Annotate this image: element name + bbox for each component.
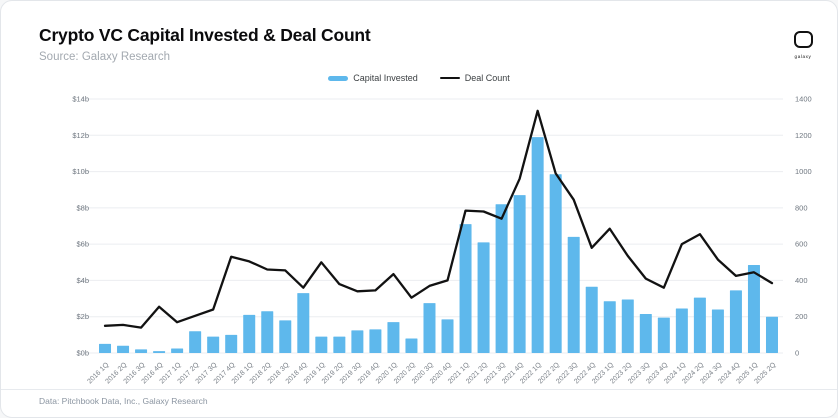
chart-source-subtitle: Source: Galaxy Research xyxy=(39,51,171,63)
footer-attribution: Data: Pitchbook Data, Inc., Galaxy Resea… xyxy=(39,396,208,406)
bar-capital-invested xyxy=(531,137,544,353)
legend-item-deal-count: Deal Count xyxy=(439,73,510,83)
bar-capital-invested xyxy=(135,349,148,353)
bar-capital-invested xyxy=(423,303,436,353)
bar-capital-invested xyxy=(747,265,760,353)
bar-capital-invested xyxy=(513,195,526,353)
y-axis-tick-left: $8b xyxy=(76,203,89,212)
y-axis-tick-right: 1400 xyxy=(795,95,812,104)
bar-capital-invested xyxy=(171,348,184,353)
bar-capital-invested xyxy=(585,286,598,353)
y-axis-tick-left: $12b xyxy=(72,131,89,140)
bar-capital-invested xyxy=(477,242,490,353)
y-axis-tick-left: $6b xyxy=(76,240,89,249)
bar-capital-invested xyxy=(189,331,202,353)
legend-item-capital-invested: Capital Invested xyxy=(328,73,418,83)
legend-label: Deal Count xyxy=(464,73,510,83)
y-axis-tick-right: 800 xyxy=(795,203,808,212)
bar-capital-invested xyxy=(639,313,652,353)
deal-count-swatch-icon xyxy=(439,76,460,80)
bar-capital-invested xyxy=(153,351,166,353)
bar-capital-invested xyxy=(261,311,274,353)
bar-capital-invested xyxy=(387,322,400,353)
bar-capital-invested xyxy=(333,336,346,353)
bar-capital-invested xyxy=(441,319,454,353)
bar-capital-invested xyxy=(675,308,688,353)
chart-legend: Capital Invested Deal Count xyxy=(1,73,837,83)
y-axis-tick-left: $4b xyxy=(76,276,89,285)
bar-capital-invested xyxy=(567,236,580,353)
y-axis-tick-right: 1000 xyxy=(795,167,812,176)
bar-capital-invested xyxy=(729,290,742,353)
y-axis-tick-left: $10b xyxy=(72,167,89,176)
y-axis-tick-right: 600 xyxy=(795,240,808,249)
bar-capital-invested xyxy=(603,301,616,353)
chart-footer: Data: Pitchbook Data, Inc., Galaxy Resea… xyxy=(1,389,837,406)
bar-capital-invested xyxy=(711,309,724,353)
y-axis-tick-right: 0 xyxy=(795,349,799,358)
y-axis-tick-left: $14b xyxy=(72,95,89,104)
y-axis-tick-right: 400 xyxy=(795,276,808,285)
bar-capital-invested xyxy=(243,314,256,353)
capital-invested-swatch-icon xyxy=(328,75,349,81)
bar-capital-invested xyxy=(657,317,670,353)
bar-capital-invested xyxy=(495,204,508,353)
bar-capital-invested xyxy=(351,330,364,353)
galaxy-logo-text: galaxy xyxy=(794,54,812,59)
galaxy-logo-icon xyxy=(793,31,813,48)
y-axis-tick-left: $0b xyxy=(76,349,89,358)
bar-capital-invested xyxy=(297,293,310,353)
legend-label: Capital Invested xyxy=(353,73,418,83)
y-axis-tick-right: 1200 xyxy=(795,131,812,140)
bar-capital-invested xyxy=(459,224,472,353)
y-axis-tick-left: $2b xyxy=(76,312,89,321)
galaxy-logo: galaxy xyxy=(785,31,821,59)
bar-capital-invested xyxy=(765,316,778,353)
chart-plot-area: $0b 0 $2b 200 $4b 400 $6b 600 $8b 800 $10b 1000 $12b… xyxy=(1,91,837,391)
bar-capital-invested xyxy=(621,299,634,353)
bar-capital-invested xyxy=(225,334,238,353)
bar-capital-invested xyxy=(315,336,328,353)
bar-capital-invested xyxy=(117,345,130,353)
bar-capital-invested xyxy=(693,297,706,353)
deal-count-line xyxy=(103,109,774,329)
bar-capital-invested xyxy=(207,336,220,353)
bar-capital-invested xyxy=(279,320,292,353)
page-title: Crypto VC Capital Invested & Deal Count xyxy=(39,25,371,45)
bar-capital-invested xyxy=(99,343,112,353)
bar-capital-invested xyxy=(549,174,562,353)
bar-capital-invested xyxy=(369,329,382,353)
bar-capital-invested xyxy=(405,338,418,353)
chart-svg: $0b 0 $2b 200 $4b 400 $6b 600 $8b 800 $10b 1000 $12b… xyxy=(72,95,812,386)
y-axis-tick-right: 200 xyxy=(795,312,808,321)
